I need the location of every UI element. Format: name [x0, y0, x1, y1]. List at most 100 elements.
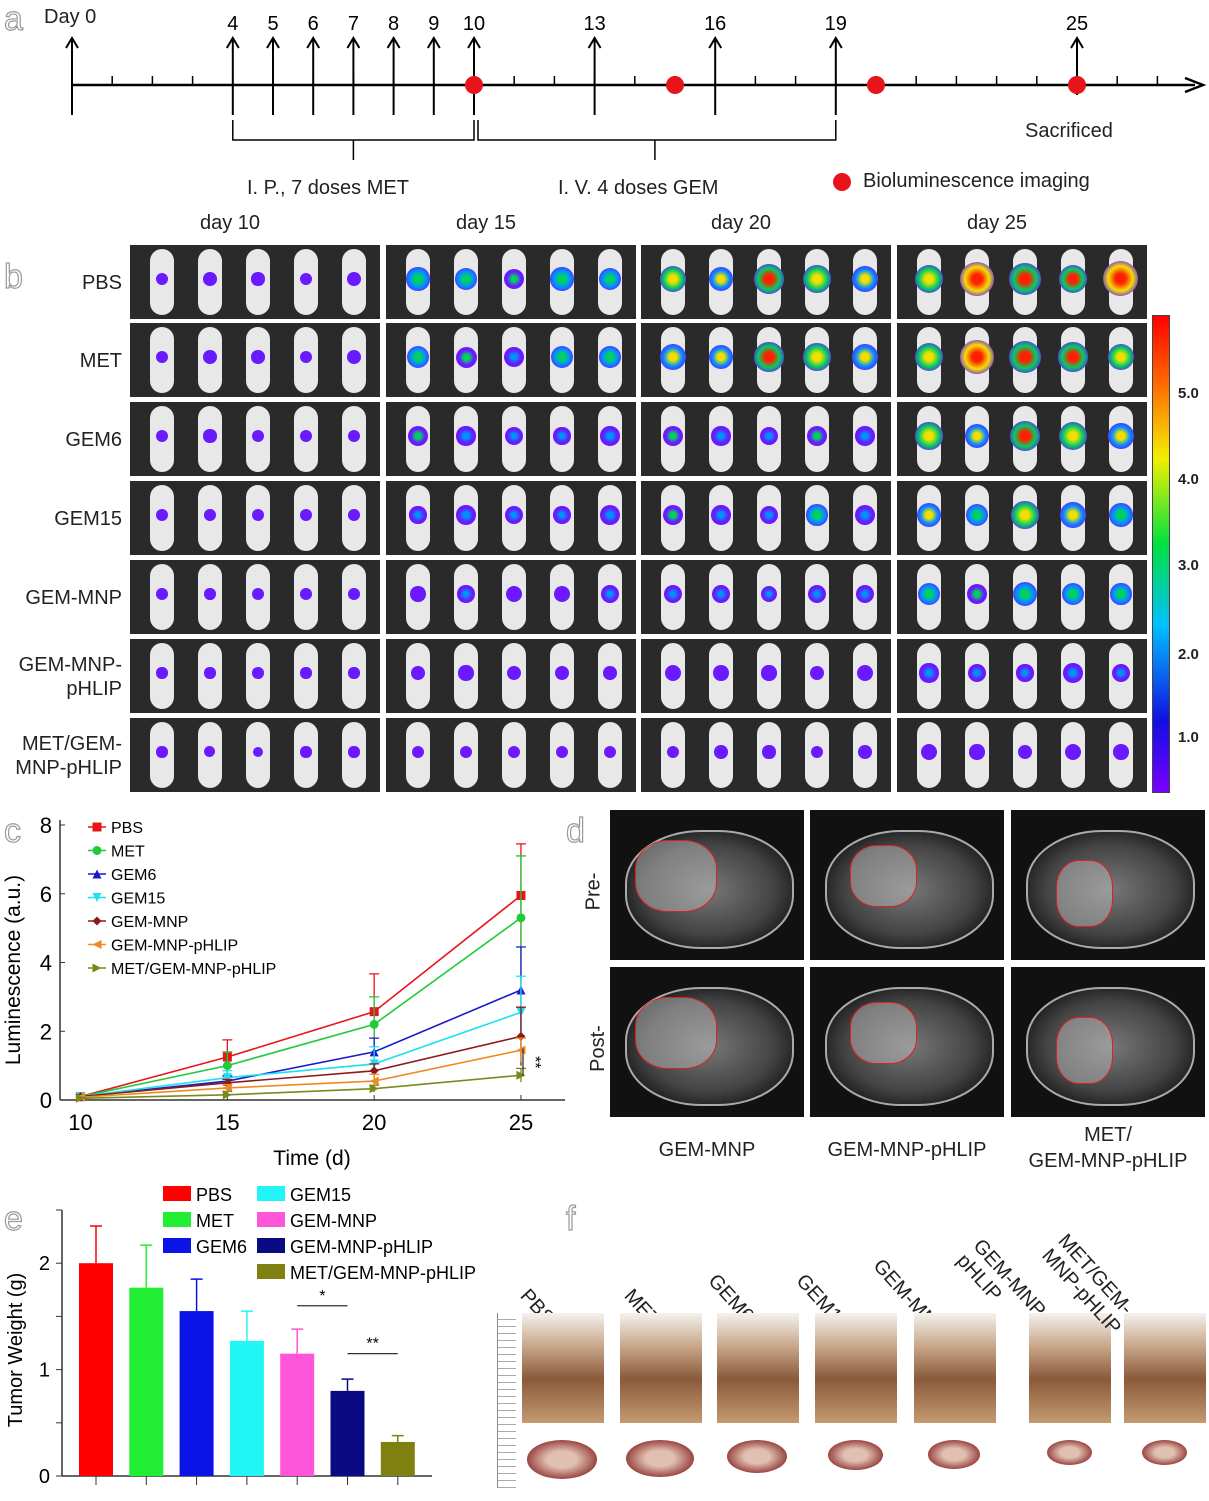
- arrow-up-icon: [225, 36, 240, 49]
- bar-MET/GEM-MNP-pHLIP: [380, 1441, 415, 1476]
- signal-blob: [810, 745, 824, 759]
- excised-tumor-photo: [727, 1440, 787, 1473]
- mouse-dissection-photo: [815, 1313, 897, 1423]
- signal-blob: [659, 265, 687, 293]
- signal-blob: [809, 665, 825, 681]
- error-bar: [391, 1434, 404, 1442]
- panel-label-f: f: [565, 1199, 576, 1238]
- signal-blob: [762, 745, 776, 759]
- signal-blob: [1012, 581, 1037, 606]
- signal-blob: [1016, 664, 1034, 682]
- bioluminescence-image: [130, 639, 380, 713]
- signal-blob: [603, 745, 617, 759]
- signal-blob: [803, 343, 831, 371]
- signal-blob: [1103, 261, 1139, 297]
- bioluminescence-image: [130, 481, 380, 555]
- legend-label: MET/GEM-MNP-pHLIP: [290, 1263, 476, 1283]
- mri-image: [1011, 810, 1205, 960]
- excised-tumor-photo: [1046, 1440, 1092, 1465]
- signal-blob: [299, 272, 313, 286]
- x-tick-label: 10: [68, 1110, 92, 1135]
- signal-blob: [1063, 663, 1083, 683]
- signal-blob: [204, 746, 216, 758]
- signal-blob: [300, 588, 312, 600]
- signal-blob: [760, 427, 778, 445]
- series-line: [80, 1074, 522, 1100]
- bar-GEM15: [229, 1340, 264, 1476]
- signal-blob: [855, 426, 875, 446]
- signal-blob: [456, 505, 476, 525]
- signal-blob: [504, 347, 524, 367]
- signal-blob: [1061, 582, 1085, 606]
- signal-blob: [156, 588, 168, 600]
- signal-blob: [711, 426, 731, 446]
- signal-blob: [155, 429, 169, 443]
- group-label-2: GEM6: [65, 429, 122, 451]
- signal-blob: [1060, 502, 1086, 528]
- arrow-up-icon: [306, 36, 321, 49]
- signal-blob: [754, 264, 784, 294]
- mri-image: [610, 967, 804, 1117]
- signal-blob: [600, 426, 620, 446]
- signal-blob: [713, 665, 729, 681]
- bioluminescence-image: [386, 323, 636, 397]
- excised-tumor-photo: [827, 1440, 883, 1471]
- data-point: [92, 846, 102, 855]
- data-point: [92, 822, 102, 832]
- signal-blob: [411, 745, 425, 759]
- mouse-dissection-photo: [522, 1313, 604, 1423]
- mri-row-label: Pre-: [582, 872, 605, 911]
- series-MET/GEM-MNP-pHLIP: [75, 1067, 526, 1103]
- signal-blob: [406, 345, 430, 369]
- imaging-dot: [465, 76, 483, 94]
- y-axis-label: Luminescence (a.u.): [2, 875, 25, 1065]
- error-bar: [190, 1278, 203, 1312]
- signal-blob: [300, 667, 312, 679]
- signal-blob: [1009, 420, 1041, 452]
- bioluminescence-image: [897, 323, 1147, 397]
- legend-swatch: [257, 1186, 285, 1201]
- signal-blob: [204, 588, 216, 600]
- y-tick-label: 1: [39, 1360, 50, 1382]
- signal-blob: [855, 584, 874, 603]
- legend-label: MET: [196, 1211, 234, 1231]
- signal-blob: [1110, 583, 1132, 605]
- bioluminescence-image: [641, 481, 891, 555]
- bar-MET: [129, 1287, 164, 1476]
- ip-bracket: [232, 120, 475, 160]
- signal-blob: [347, 350, 361, 364]
- signal-blob: [410, 586, 426, 602]
- bioluminescence-image: [130, 323, 380, 397]
- signal-blob: [966, 583, 988, 605]
- signal-blob: [348, 509, 360, 521]
- bioluminescence-image: [386, 560, 636, 634]
- data-point: [76, 1093, 86, 1103]
- day-tick-label: 10: [463, 13, 485, 35]
- signal-blob: [1108, 423, 1134, 449]
- bar-GEM-MNP-pHLIP: [330, 1390, 365, 1476]
- mouse-dissection-photo: [1124, 1313, 1206, 1423]
- signal-blob: [855, 505, 875, 525]
- iv-label: I. V. 4 doses GEM: [558, 177, 719, 199]
- signal-blob: [406, 267, 430, 291]
- signal-blob: [457, 585, 475, 603]
- bioluminescence-image: [897, 402, 1147, 476]
- data-point: [92, 963, 102, 973]
- arrowhead-icon: [1184, 76, 1207, 94]
- signal-blob: [659, 343, 687, 371]
- iv-bracket: [477, 120, 837, 160]
- mouse-dissection-photo: [620, 1313, 702, 1423]
- tumor-outline: [850, 1002, 917, 1064]
- mri-image: [810, 810, 1004, 960]
- signal-blob: [505, 585, 523, 603]
- signal-blob: [754, 342, 784, 372]
- signal-blob: [407, 425, 429, 447]
- data-point: [369, 1066, 379, 1076]
- ip-label: I. P., 7 doses MET: [247, 177, 409, 199]
- group-label-5: GEM-MNP- pHLIP: [18, 654, 122, 700]
- x-tick-label: 25: [509, 1110, 533, 1135]
- imaging-dot: [1068, 76, 1086, 94]
- signal-blob: [203, 272, 217, 286]
- bioluminescence-image: [386, 481, 636, 555]
- signal-blob: [1111, 663, 1131, 683]
